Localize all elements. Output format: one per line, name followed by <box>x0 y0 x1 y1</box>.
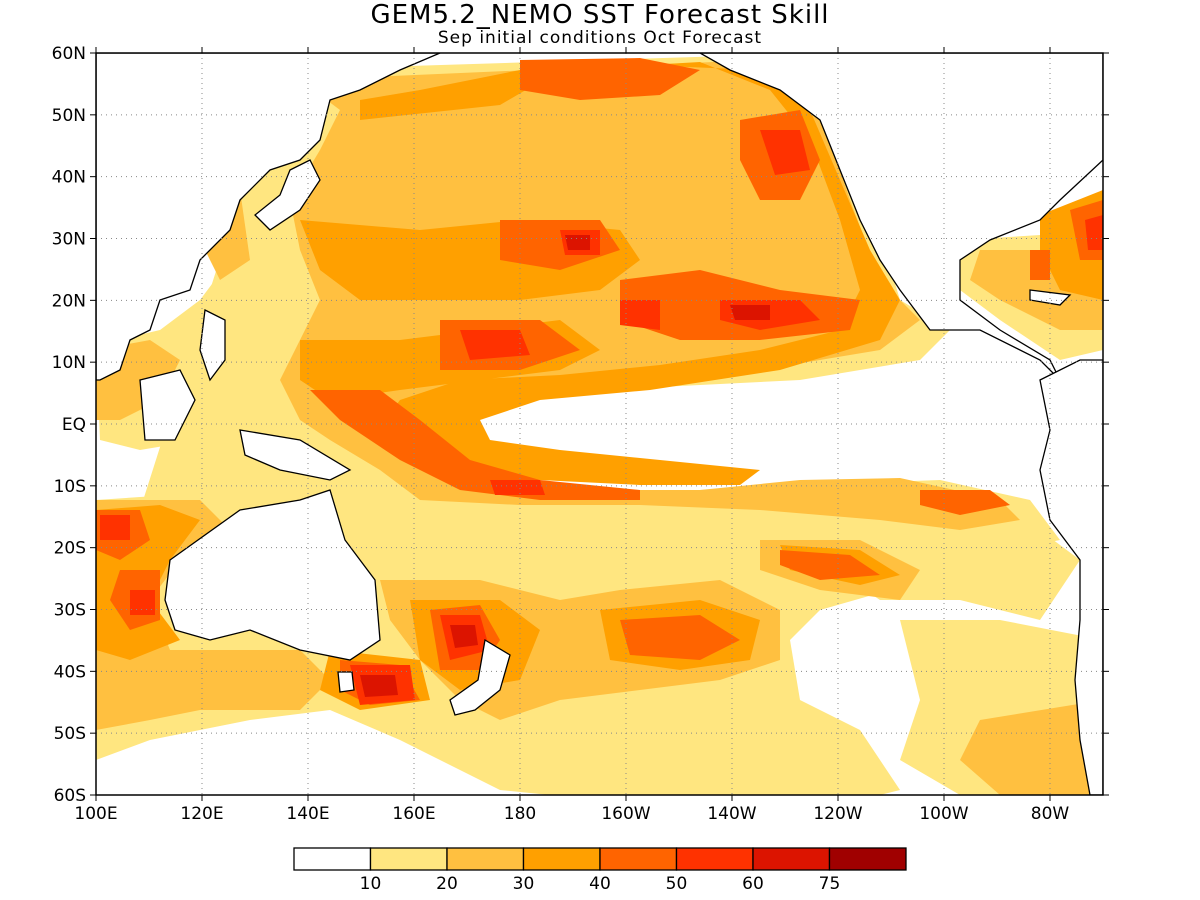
legend-swatch <box>369 847 448 871</box>
map-axes: 60N50N40N30N20N10NEQ10S20S30S40S50S60S10… <box>52 44 1109 824</box>
lat-tick-label: 50N <box>52 106 86 126</box>
coastlines <box>96 53 1103 795</box>
legend-label: 60 <box>742 874 764 894</box>
north-america <box>698 53 1103 381</box>
lon-tick-label: 100W <box>919 804 968 824</box>
cuba <box>1029 289 1072 306</box>
lat-tick-label: 20S <box>54 539 86 559</box>
legend-swatch <box>828 847 907 871</box>
australia <box>164 489 381 661</box>
lat-tick-label: 60S <box>54 786 86 806</box>
legend-swatch <box>522 847 601 871</box>
lon-tick-label: 140W <box>707 804 756 824</box>
chart-title: GEM5.2_NEMO SST Forecast Skill <box>370 0 830 30</box>
lon-tick-label: 180 <box>504 804 536 824</box>
lat-tick-label: 60N <box>52 44 86 64</box>
legend-label: 50 <box>666 874 688 894</box>
legend-label: 20 <box>436 874 458 894</box>
japan <box>254 159 321 231</box>
lat-tick-label: 10S <box>54 477 86 497</box>
color-legend: 10 20 30 40 50 60 75 <box>293 847 907 894</box>
legend-label: 40 <box>589 874 611 894</box>
legend-label: 30 <box>513 874 535 894</box>
lon-tick-label: 100E <box>74 804 117 824</box>
lat-tick-label: 50S <box>54 724 86 744</box>
lat-tick-label: 30N <box>52 230 86 250</box>
lat-tick-label: 20N <box>52 291 86 311</box>
borneo <box>139 369 196 441</box>
lon-tick-label: 120W <box>813 804 862 824</box>
legend-label: 10 <box>360 874 382 894</box>
skill-band-60-75 <box>360 80 1056 697</box>
new-guinea <box>239 429 352 481</box>
lat-tick-label: 10N <box>52 353 86 373</box>
lat-tick-label: 40S <box>54 662 86 682</box>
lon-tick-label: 80W <box>1031 804 1070 824</box>
lon-tick-label: 140E <box>286 804 329 824</box>
legend-swatch <box>752 847 831 871</box>
tasmania <box>337 671 355 693</box>
lat-tick-label: 30S <box>54 601 86 621</box>
south-america <box>1039 359 1103 795</box>
legend-swatch <box>675 847 754 871</box>
legend-swatch <box>293 847 372 871</box>
lon-tick-label: 120E <box>180 804 223 824</box>
new-zealand <box>449 638 511 716</box>
chart-subtitle: Sep initial conditions Oct Forecast <box>437 28 763 48</box>
legend-swatch <box>446 847 525 871</box>
legend-label: 75 <box>819 874 841 894</box>
lon-tick-label: 160E <box>392 804 435 824</box>
map-grid <box>96 53 1103 795</box>
lat-tick-label: EQ <box>62 415 86 435</box>
lon-tick-label: 160W <box>601 804 650 824</box>
lat-tick-label: 40N <box>52 168 86 188</box>
asia-coast <box>96 53 441 381</box>
legend-swatch <box>599 847 678 871</box>
